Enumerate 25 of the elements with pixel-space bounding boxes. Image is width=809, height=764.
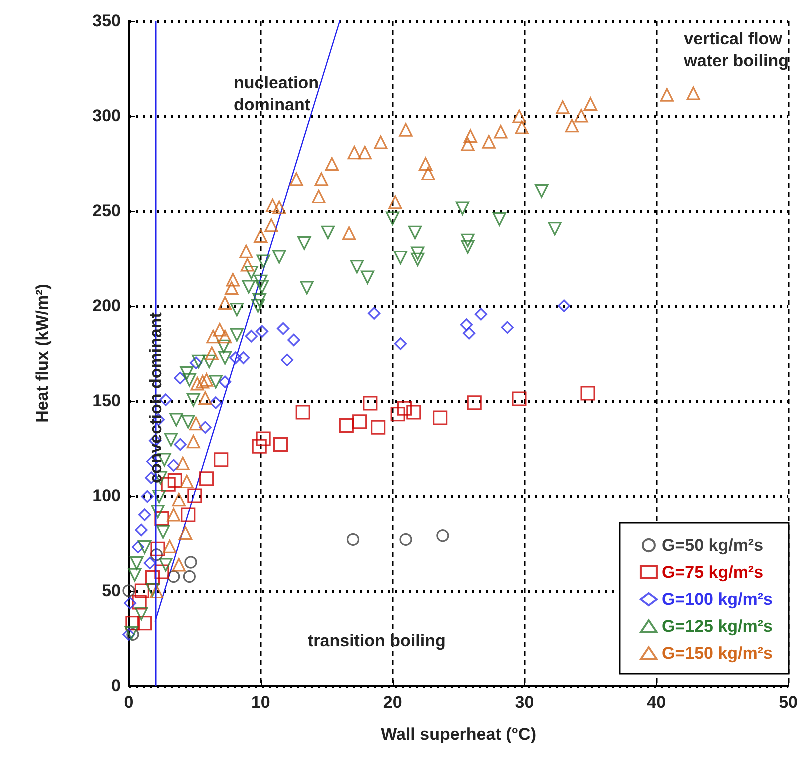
annotation: transition boiling bbox=[308, 632, 446, 650]
y-tick-label: 250 bbox=[92, 202, 121, 220]
y-tick-label: 0 bbox=[112, 676, 121, 696]
annotation: convection dominant bbox=[146, 312, 166, 484]
legend-label: G=100 kg/m²s bbox=[662, 590, 773, 609]
annotation: nucleation dominant bbox=[234, 74, 320, 114]
x-tick-label: 30 bbox=[515, 693, 534, 712]
y-tick-label: 100 bbox=[92, 486, 121, 506]
x-tick-label: 0 bbox=[124, 693, 134, 712]
legend-label: G=150 kg/m²s bbox=[662, 644, 773, 663]
y-tick-label: 150 bbox=[92, 392, 121, 410]
legend-label: G=50 kg/m²s bbox=[662, 536, 764, 555]
x-tick-label: 20 bbox=[383, 693, 402, 712]
annotation: vertical flow water boiling bbox=[683, 30, 790, 70]
legend-label: G=75 kg/m²s bbox=[662, 563, 764, 582]
legend-label: G=125 kg/m²s bbox=[662, 617, 773, 636]
x-tick-label: 50 bbox=[779, 693, 798, 712]
y-tick-label: 200 bbox=[92, 296, 121, 316]
y-tick-label: 50 bbox=[102, 582, 121, 600]
x-axis-title: Wall superheat (°C) bbox=[381, 725, 536, 744]
x-tick-label: 40 bbox=[647, 693, 666, 712]
x-tick-label: 10 bbox=[251, 693, 270, 712]
y-axis-title: Heat flux (kW/m²) bbox=[33, 284, 52, 423]
y-tick-label: 300 bbox=[92, 106, 121, 126]
y-tick-label: 350 bbox=[92, 12, 121, 30]
